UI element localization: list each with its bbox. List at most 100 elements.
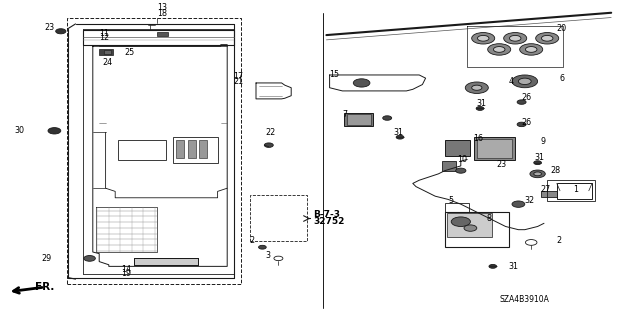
Bar xyxy=(474,137,515,160)
Text: 12: 12 xyxy=(99,33,109,42)
Text: 1: 1 xyxy=(573,185,578,194)
Text: 15: 15 xyxy=(330,70,340,79)
Bar xyxy=(347,114,371,125)
Bar xyxy=(541,191,557,197)
Text: 22: 22 xyxy=(266,128,276,137)
Text: 10: 10 xyxy=(458,155,468,164)
Text: 26: 26 xyxy=(522,93,532,102)
Circle shape xyxy=(493,47,505,52)
Text: 6: 6 xyxy=(560,74,565,83)
Circle shape xyxy=(264,143,273,147)
Circle shape xyxy=(536,33,559,44)
Bar xyxy=(442,161,456,171)
Text: 32: 32 xyxy=(525,197,535,205)
Text: 26: 26 xyxy=(522,118,532,127)
Text: 24: 24 xyxy=(102,58,113,67)
Bar xyxy=(134,258,198,265)
Bar xyxy=(157,32,168,36)
Circle shape xyxy=(353,79,370,87)
Circle shape xyxy=(488,44,511,55)
Text: 13: 13 xyxy=(157,4,167,12)
Circle shape xyxy=(504,33,527,44)
Text: SZA4B3910A: SZA4B3910A xyxy=(499,295,549,304)
Bar xyxy=(173,137,218,163)
Bar xyxy=(83,30,234,45)
Circle shape xyxy=(84,256,95,261)
Bar xyxy=(447,213,492,237)
Bar xyxy=(477,139,512,158)
Text: 29: 29 xyxy=(42,254,52,263)
Text: 25: 25 xyxy=(125,48,135,57)
Text: 5: 5 xyxy=(448,197,453,205)
Circle shape xyxy=(476,107,484,110)
Text: 17: 17 xyxy=(234,72,244,81)
Bar xyxy=(445,140,470,156)
Circle shape xyxy=(517,100,526,104)
Bar xyxy=(188,140,196,158)
Text: B-7-3: B-7-3 xyxy=(314,210,340,219)
Bar xyxy=(445,203,469,212)
Bar xyxy=(547,180,595,201)
Text: 19: 19 xyxy=(122,269,132,278)
Circle shape xyxy=(530,170,545,178)
Circle shape xyxy=(48,128,61,134)
Circle shape xyxy=(472,85,482,90)
Text: 32752: 32752 xyxy=(314,217,345,226)
Circle shape xyxy=(259,245,266,249)
Text: 23: 23 xyxy=(45,23,55,32)
Text: 11: 11 xyxy=(99,29,109,38)
Bar xyxy=(67,18,241,284)
Text: 30: 30 xyxy=(14,126,24,135)
Circle shape xyxy=(456,168,466,173)
Text: 3: 3 xyxy=(266,251,271,260)
Circle shape xyxy=(534,172,541,176)
Text: 4: 4 xyxy=(509,77,514,86)
Bar xyxy=(118,140,166,160)
Text: 7: 7 xyxy=(342,110,348,119)
Circle shape xyxy=(477,35,489,41)
Circle shape xyxy=(464,225,477,231)
Text: 23: 23 xyxy=(496,160,506,169)
Text: 31: 31 xyxy=(509,262,519,271)
Circle shape xyxy=(517,122,526,127)
Circle shape xyxy=(465,82,488,93)
Circle shape xyxy=(383,116,392,120)
Text: 27: 27 xyxy=(541,185,551,194)
Bar xyxy=(445,212,509,247)
Text: 31: 31 xyxy=(394,128,404,137)
Text: FR.: FR. xyxy=(35,282,54,292)
Text: 20: 20 xyxy=(557,24,567,33)
Bar xyxy=(134,258,198,265)
Circle shape xyxy=(396,135,404,139)
Text: 2: 2 xyxy=(250,236,255,245)
Bar xyxy=(199,140,207,158)
Bar xyxy=(176,140,184,158)
Circle shape xyxy=(451,217,470,226)
Circle shape xyxy=(509,35,521,41)
Text: 21: 21 xyxy=(234,77,244,86)
Circle shape xyxy=(534,161,541,165)
Text: 28: 28 xyxy=(550,166,561,175)
Text: 8: 8 xyxy=(486,214,492,223)
Text: 2: 2 xyxy=(557,236,562,245)
Text: 31: 31 xyxy=(534,153,545,162)
Text: 31: 31 xyxy=(477,99,487,108)
Circle shape xyxy=(512,201,525,207)
Circle shape xyxy=(512,75,538,88)
Bar xyxy=(99,49,113,55)
Circle shape xyxy=(472,33,495,44)
Circle shape xyxy=(56,29,66,34)
Text: 14: 14 xyxy=(122,265,132,274)
Circle shape xyxy=(518,78,531,85)
Circle shape xyxy=(520,44,543,55)
Circle shape xyxy=(525,47,537,52)
Bar xyxy=(104,50,111,54)
Circle shape xyxy=(541,35,553,41)
Text: 16: 16 xyxy=(474,134,484,143)
Text: 9: 9 xyxy=(541,137,546,146)
Text: 18: 18 xyxy=(157,9,167,18)
Bar xyxy=(250,195,307,241)
Circle shape xyxy=(489,264,497,268)
Bar xyxy=(344,113,373,126)
Bar xyxy=(557,183,592,199)
